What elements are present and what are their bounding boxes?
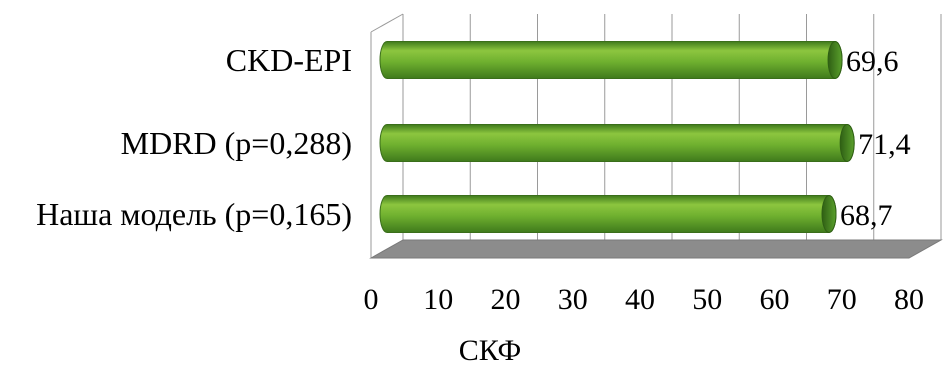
x-tick-label: 60 [760, 283, 790, 316]
bar-body [379, 41, 843, 79]
bar [379, 195, 837, 233]
bars: 69,6 71,4 68,7 [379, 41, 911, 233]
floor-plane [369, 239, 943, 259]
bar-cap [839, 124, 855, 162]
data-label: 68,7 [840, 199, 893, 232]
x-axis-title: СКФ [459, 334, 521, 367]
x-tick-label: 20 [491, 283, 521, 316]
x-tick-labels: 0 10 20 30 40 50 60 70 80 [364, 283, 925, 316]
bar [379, 124, 855, 162]
data-label: 71,4 [858, 128, 911, 161]
category-label: Наша модель (p=0,165) [36, 196, 352, 232]
category-label: CKD-EPI [226, 42, 352, 78]
chart-floor [369, 239, 943, 259]
x-tick-label: 70 [827, 283, 857, 316]
bar-cap [821, 195, 837, 233]
data-label: 69,6 [846, 45, 899, 78]
depth-edge-top [370, 13, 404, 33]
category-label: MDRD (p=0,288) [121, 125, 352, 161]
x-tick-label: 10 [423, 283, 453, 316]
bar-body [379, 124, 855, 162]
x-tick-label: 40 [625, 283, 655, 316]
bar-body [379, 195, 837, 233]
category-labels: CKD-EPI MDRD (p=0,288) Наша модель (p=0,16… [36, 42, 352, 232]
bar [379, 41, 843, 79]
x-tick-label: 30 [558, 283, 588, 316]
x-tick-label: 50 [692, 283, 722, 316]
bar-cap [827, 41, 843, 79]
x-tick-label: 0 [364, 283, 379, 316]
x-tick-label: 80 [894, 283, 924, 316]
